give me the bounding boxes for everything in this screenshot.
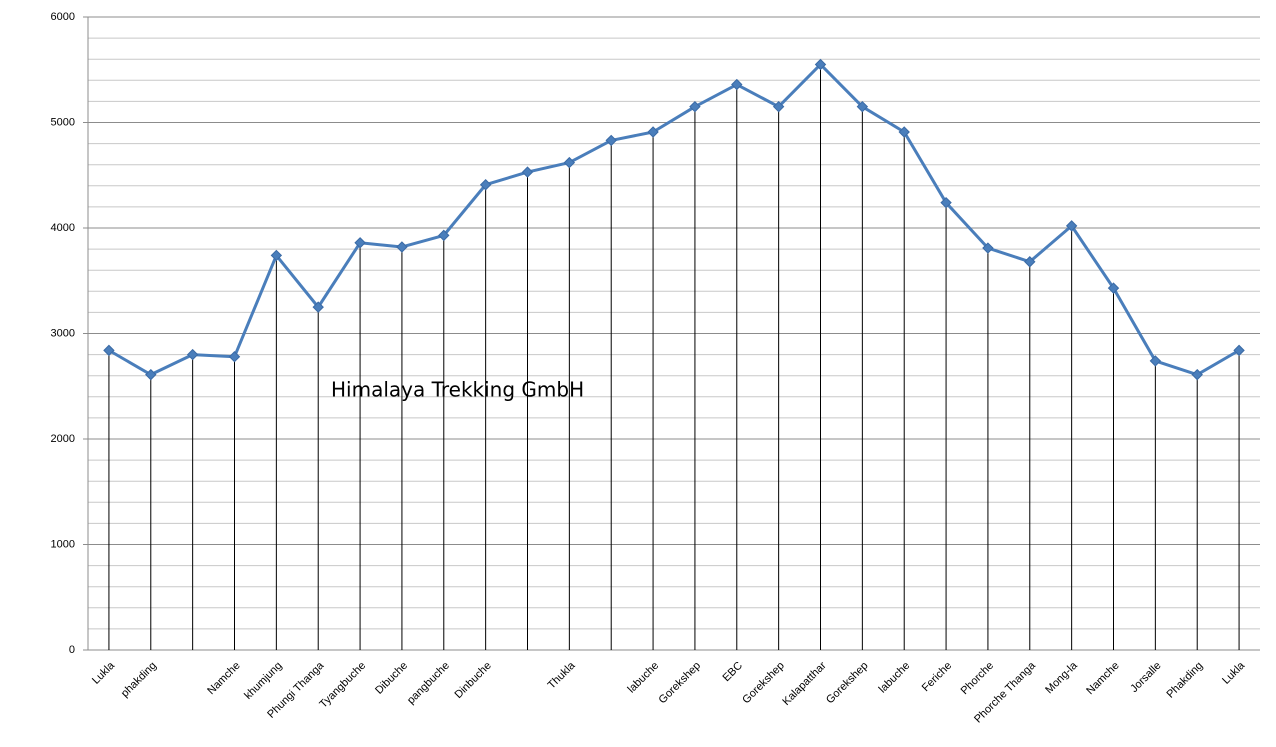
- y-tick-label: 5000: [51, 116, 75, 128]
- marker: [940, 196, 952, 209]
- x-tick-label: Namche: [205, 660, 242, 697]
- x-tick-label: Dibuche: [373, 660, 410, 697]
- marker: [856, 100, 869, 113]
- x-tick-label: labuche: [626, 660, 662, 696]
- x-tick-label: EBC: [720, 660, 745, 685]
- y-tick-label: 6000: [51, 11, 75, 23]
- marker: [354, 237, 366, 249]
- x-tick-label: Gorekshep: [657, 660, 704, 707]
- x-tick-label: phakding: [119, 660, 159, 700]
- marker: [605, 134, 617, 147]
- x-tick-label: Lukla: [90, 659, 118, 687]
- y-tick-label: 0: [69, 644, 75, 656]
- x-tick-label: Lukla: [1220, 659, 1248, 687]
- x-tick-label: Namche: [1084, 660, 1121, 697]
- marker: [1107, 282, 1120, 294]
- marker: [1024, 256, 1036, 268]
- marker: [521, 166, 534, 178]
- marker: [145, 368, 157, 381]
- marker: [103, 344, 115, 357]
- x-tick-label: Dinbuche: [452, 660, 493, 701]
- marker: [438, 229, 450, 242]
- marker: [563, 156, 576, 169]
- x-tick-label: Mong-la: [1043, 659, 1080, 696]
- marker: [772, 100, 785, 113]
- y-tick-label: 3000: [51, 327, 75, 339]
- x-tick-label: Phakding: [1164, 660, 1205, 701]
- x-tick-label: pangbuche: [405, 660, 452, 707]
- marker: [1191, 368, 1203, 381]
- marker: [1233, 344, 1245, 357]
- y-tick-label: 4000: [51, 222, 75, 234]
- marker: [270, 249, 283, 262]
- marker: [647, 126, 659, 138]
- marker: [731, 78, 743, 91]
- marker: [228, 351, 241, 363]
- annotation: Himalaya Trekking GmbH: [331, 378, 584, 402]
- y-tick-label: 1000: [51, 538, 75, 550]
- marker: [814, 58, 827, 71]
- marker: [982, 242, 994, 254]
- x-tick-label: Feriche: [920, 660, 954, 694]
- x-tick-label: Phorche: [959, 660, 996, 697]
- x-tick-label: khumjung: [242, 660, 284, 702]
- x-tick-label: labuche: [877, 660, 913, 696]
- y-tick-label: 2000: [51, 433, 75, 445]
- marker: [186, 348, 199, 361]
- marker: [1149, 355, 1162, 367]
- marker: [1065, 220, 1078, 232]
- marker: [396, 241, 408, 253]
- marker: [898, 126, 910, 138]
- x-tick-label: Thukla: [546, 659, 578, 691]
- x-tick-label: Jorsalle: [1128, 660, 1163, 695]
- marker: [312, 301, 324, 313]
- x-tick-label: Kalapatthar: [780, 659, 829, 708]
- marker: [479, 179, 492, 191]
- marker: [689, 100, 701, 113]
- x-tick-label: Gorekshep: [824, 660, 871, 707]
- line: [108, 62, 1240, 377]
